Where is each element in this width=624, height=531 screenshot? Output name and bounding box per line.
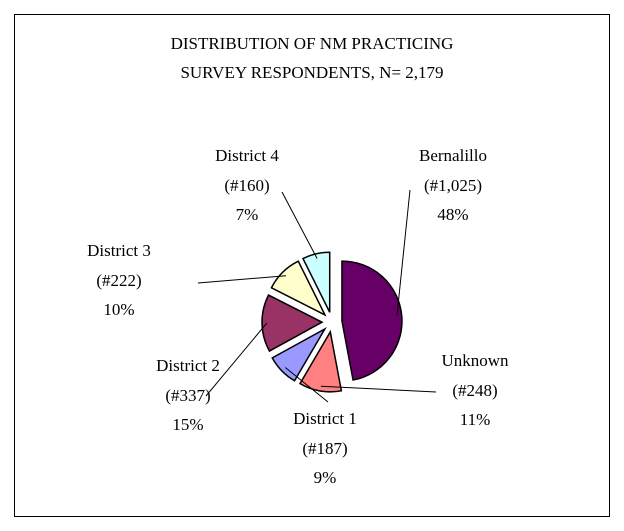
slice-count-label: (#337) [165, 386, 210, 405]
leader-line [284, 367, 329, 403]
leader-line [197, 275, 287, 284]
slice-percent-label: 10% [103, 300, 134, 319]
slice-percent-label: 15% [172, 415, 203, 434]
pie-slice [270, 260, 327, 317]
slice-label: Bernalillo [419, 146, 487, 165]
slice-label: Unknown [441, 351, 509, 370]
chart-title: DISTRIBUTION OF NM PRACTICING [171, 34, 454, 53]
pie-slice [301, 251, 331, 313]
pie-slice [261, 294, 324, 353]
slice-percent-label: 11% [460, 410, 491, 429]
slice-count-label: (#187) [302, 439, 347, 458]
slice-percent-label: 7% [236, 205, 259, 224]
leader-line [396, 189, 411, 316]
slice-count-label: (#248) [452, 381, 497, 400]
leader-line [205, 322, 268, 397]
pie-slice [298, 329, 343, 393]
leader-line [320, 385, 437, 393]
slice-label: District 2 [156, 356, 220, 375]
slice-label: District 1 [293, 409, 357, 428]
chart-title: SURVEY RESPONDENTS, N= 2,179 [180, 63, 443, 82]
slice-count-label: (#1,025) [424, 176, 482, 195]
slice-count-label: (#222) [96, 271, 141, 290]
slice-percent-label: 48% [437, 205, 468, 224]
leader-line [281, 191, 318, 259]
slice-count-label: (#160) [224, 176, 269, 195]
pie-slice [341, 260, 403, 381]
slice-percent-label: 9% [314, 468, 337, 487]
slice-label: District 4 [215, 146, 279, 165]
slice-label: District 3 [87, 241, 151, 260]
